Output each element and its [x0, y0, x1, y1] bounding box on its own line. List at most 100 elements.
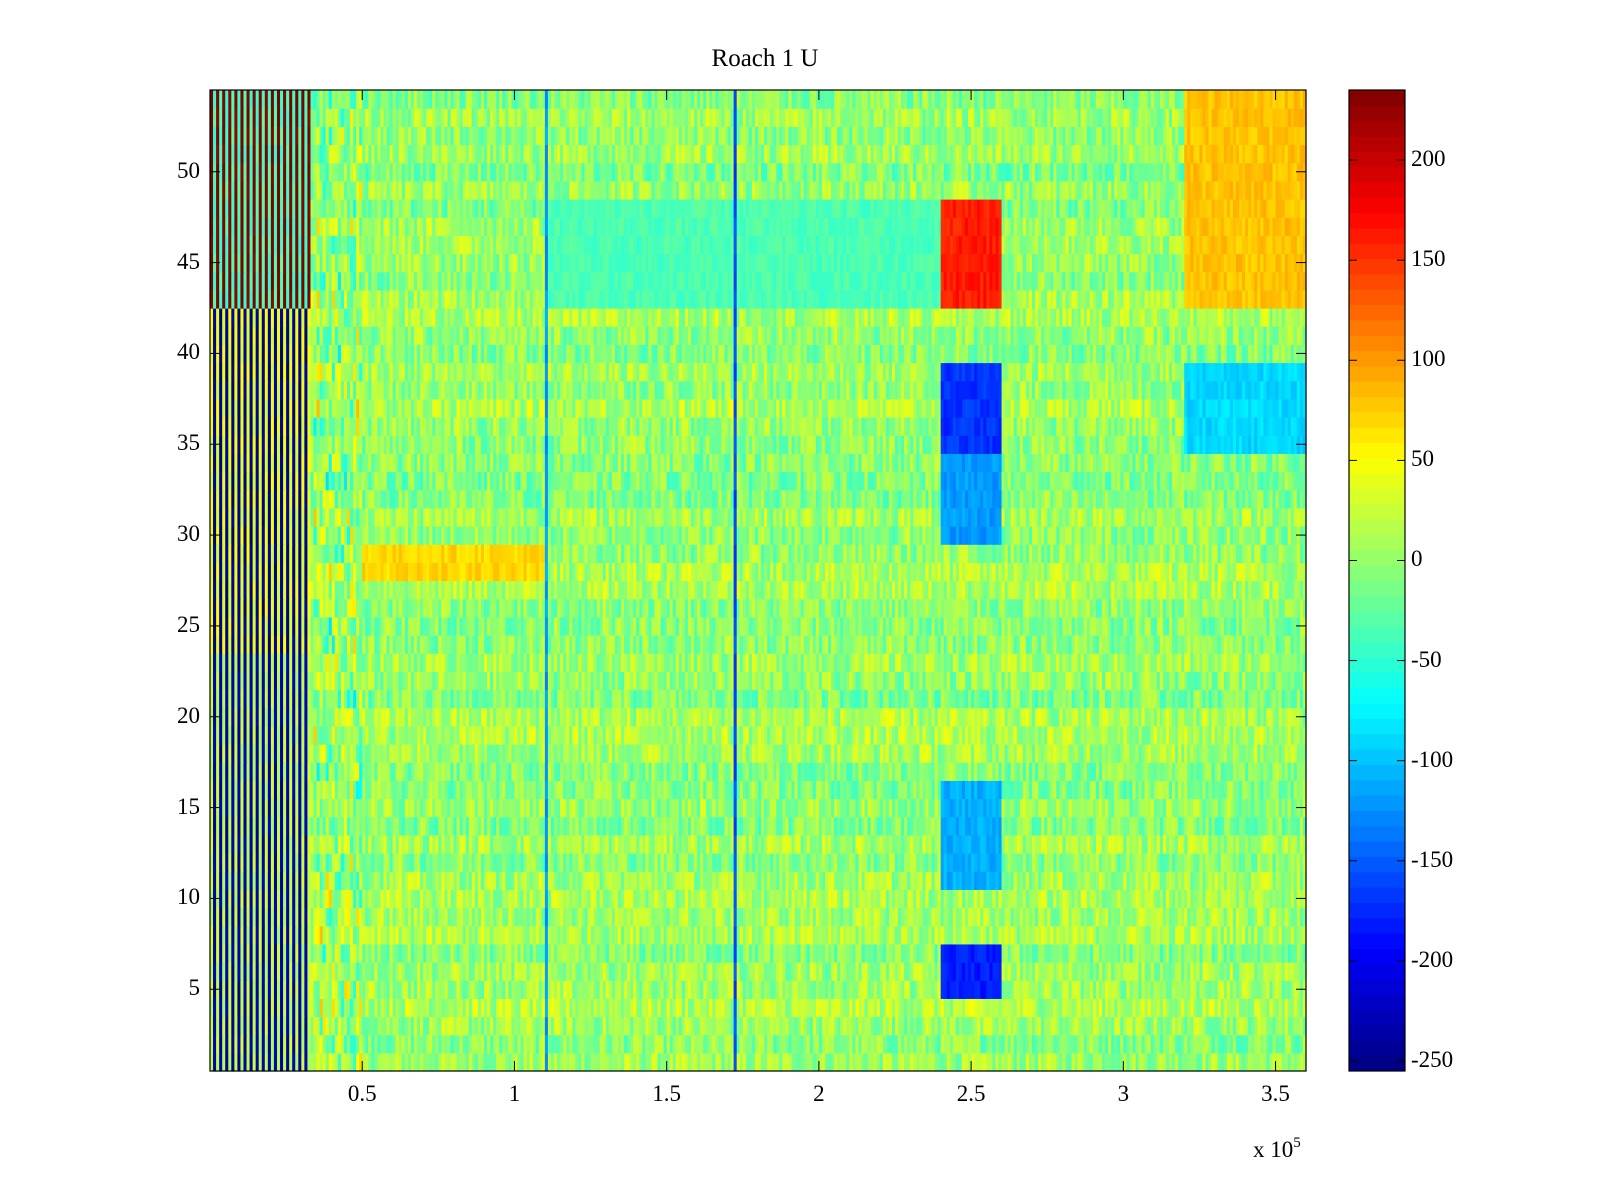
heatmap-cell — [334, 1016, 339, 1036]
heatmap-cell — [791, 1052, 796, 1072]
heatmap-cell — [943, 1016, 948, 1036]
heatmap-cell — [532, 1034, 537, 1054]
heatmap-cell — [669, 998, 674, 1018]
heatmap-cell — [1095, 1016, 1100, 1036]
heatmap-cell — [608, 998, 613, 1018]
heatmap-cell — [331, 1016, 336, 1036]
heatmap-cell — [1098, 1052, 1103, 1072]
heatmap-cell — [843, 980, 847, 999]
heatmap-cell — [325, 1052, 330, 1072]
heatmap-cell — [1135, 1034, 1140, 1054]
heatmap-cell — [307, 1016, 312, 1036]
heatmap-cell — [1080, 1034, 1085, 1054]
heatmap-cell — [1047, 1016, 1051, 1036]
heatmap-cell — [998, 1016, 1003, 1036]
heatmap-cell — [974, 998, 978, 1018]
heatmap-cell — [392, 1016, 397, 1036]
heatmap-cell — [289, 980, 293, 999]
heatmap-cell — [1223, 998, 1228, 1018]
heatmap-cell — [420, 1052, 424, 1072]
heatmap-cell — [340, 980, 345, 999]
heatmap-cell — [304, 998, 309, 1018]
heatmap-cell — [252, 1016, 257, 1036]
heatmap-cell — [751, 980, 756, 999]
heatmap-cell — [328, 980, 333, 999]
heatmap-cell — [888, 998, 893, 1018]
heatmap-cell — [1220, 1052, 1225, 1072]
heatmap-cell — [831, 1052, 835, 1072]
heatmap-cell — [636, 998, 640, 1018]
heatmap-cell — [718, 1052, 723, 1072]
heatmap-cell — [642, 1034, 646, 1054]
heatmap-cell — [943, 980, 948, 999]
heatmap-cell — [1007, 998, 1012, 1018]
heatmap-cell — [727, 980, 732, 999]
heatmap-cell — [895, 980, 899, 999]
heatmap-cell — [328, 1052, 333, 1072]
heatmap-cell — [496, 1016, 500, 1036]
heatmap-cell — [228, 1052, 232, 1072]
heatmap-cell — [1032, 998, 1036, 1018]
heatmap-cell — [818, 1034, 823, 1054]
heatmap-cell — [934, 998, 939, 1018]
heatmap-cell — [228, 980, 232, 999]
heatmap-cell — [417, 1034, 421, 1054]
heatmap-cell — [1044, 998, 1048, 1018]
heatmap-cell — [1019, 980, 1024, 999]
heatmap-cell — [1165, 1016, 1170, 1036]
heatmap-cell — [413, 998, 418, 1018]
heatmap-cell — [599, 1034, 604, 1054]
heatmap-cell — [523, 1052, 528, 1072]
heatmap-cell — [273, 998, 278, 1018]
heatmap-cell — [745, 998, 750, 1018]
heatmap-cell — [1184, 1016, 1188, 1036]
heatmap-cell — [575, 1052, 579, 1072]
heatmap-cell — [237, 1034, 242, 1054]
heatmap-cell — [462, 980, 467, 999]
heatmap-cell — [1047, 998, 1051, 1018]
heatmap-cell — [1205, 1034, 1210, 1054]
heatmap-cell — [1007, 1016, 1012, 1036]
heatmap-cell — [426, 1052, 430, 1072]
heatmap-cell — [593, 1016, 598, 1036]
heatmap-cell — [648, 980, 653, 999]
heatmap-cell — [855, 1034, 860, 1054]
heatmap-cell — [968, 1052, 972, 1072]
heatmap-cell — [937, 1016, 942, 1036]
heatmap-cell — [590, 1016, 595, 1036]
heatmap-cell — [1080, 998, 1085, 1018]
heatmap-cell — [380, 998, 385, 1018]
heatmap-cell — [1263, 1052, 1268, 1072]
heatmap-cell — [958, 1016, 963, 1036]
heatmap-cell — [828, 1034, 832, 1054]
heatmap-cell — [219, 998, 223, 1018]
heatmap-cell — [386, 1052, 391, 1072]
heatmap-cell — [1117, 1016, 1121, 1036]
heatmap-cell — [286, 1016, 290, 1036]
heatmap-cell — [216, 998, 220, 1018]
heatmap-cell — [681, 1034, 686, 1054]
heatmap-cell — [587, 980, 592, 999]
heatmap-cell — [298, 980, 302, 999]
heatmap-cell — [818, 1052, 823, 1072]
heatmap-cell — [1007, 1052, 1012, 1072]
heatmap-cell — [1080, 1052, 1085, 1072]
heatmap-cell — [273, 1016, 278, 1036]
heatmap-cell — [480, 1016, 485, 1036]
heatmap-cell — [420, 1034, 424, 1054]
heatmap-cell — [891, 1016, 896, 1036]
heatmap-cell — [1223, 1034, 1228, 1054]
heatmap-cell — [678, 998, 683, 1018]
heatmap-cell — [888, 980, 893, 999]
heatmap-cell — [407, 998, 412, 1018]
heatmap-cell — [286, 1034, 290, 1054]
heatmap-cell — [557, 1052, 561, 1072]
heatmap-cell — [374, 980, 379, 999]
heatmap-cell — [961, 1034, 966, 1054]
heatmap-cell — [791, 980, 796, 999]
heatmap-cell — [605, 998, 610, 1018]
heatmap-cell — [617, 1016, 622, 1036]
heatmap-cell — [1254, 1052, 1258, 1072]
heatmap-cell — [837, 1016, 841, 1036]
heatmap-cell — [547, 998, 552, 1018]
